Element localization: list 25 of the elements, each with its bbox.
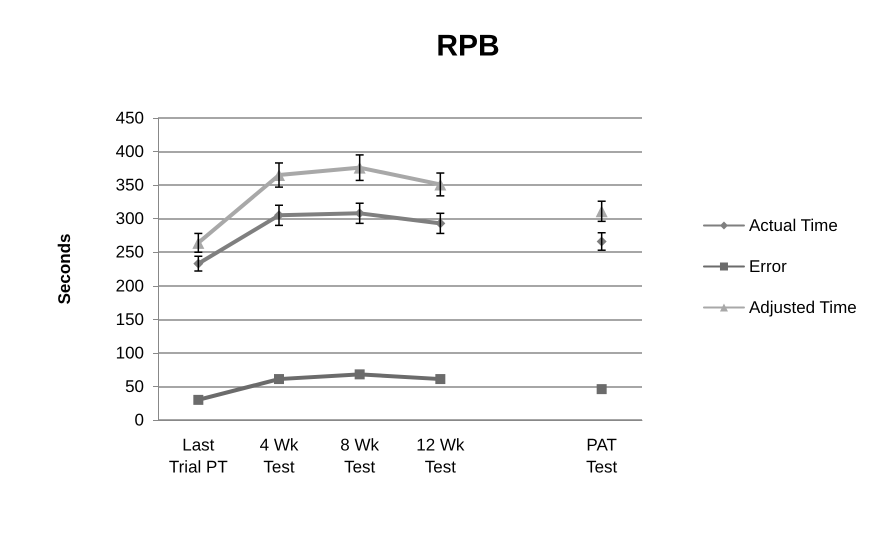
chart-title: RPB xyxy=(436,30,500,62)
y-tick-label: 300 xyxy=(116,209,144,228)
y-tick-label: 100 xyxy=(116,343,144,362)
point xyxy=(354,369,365,380)
y-tick-label: 0 xyxy=(134,410,144,430)
point xyxy=(596,384,607,394)
x-tick-label: Last Trial PT xyxy=(168,436,228,476)
point xyxy=(435,374,446,384)
x-tick-label: PAT Test xyxy=(586,436,618,476)
y-axis-title: Seconds xyxy=(55,234,74,304)
x-tick-label: 4 Wk Test xyxy=(260,436,299,476)
x-tick-label: 12 Wk Test xyxy=(416,436,465,476)
y-tick-label: 50 xyxy=(125,376,144,396)
y-tick-label: 250 xyxy=(116,242,144,262)
y-tick-label: 150 xyxy=(116,310,144,329)
legend-label: Adjusted Time xyxy=(748,298,857,317)
point xyxy=(274,374,284,384)
legend-label: Error xyxy=(748,257,788,276)
y-tick-label: 400 xyxy=(116,142,144,162)
point xyxy=(193,394,204,405)
y-tick-label: 450 xyxy=(116,108,144,128)
y-tick-label: 200 xyxy=(116,276,144,296)
x-tick-label: 8 Wk Test xyxy=(340,436,380,476)
y-tick-label: 350 xyxy=(116,176,144,195)
legend-label: Actual Time xyxy=(748,216,838,235)
